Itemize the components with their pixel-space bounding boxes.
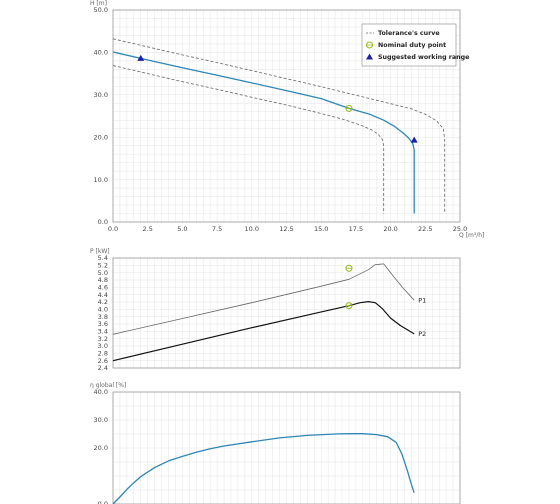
x-tick-label: 0.0 [108,225,118,233]
power-curve-p2 [112,301,415,362]
x-tick-label: 25.0 [453,225,467,233]
y-tick-label: 3.6 [98,320,108,328]
y-tick-label: 50.0 [94,6,108,14]
y-tick-label: 2.4 [98,364,108,372]
legend-range-swatch [366,53,373,60]
x-axis-label: Q [m³/h] [459,232,484,239]
y-tick-label: 40.0 [94,388,108,396]
x-tick-label: 2.5 [143,225,153,233]
power-curve-p1 [112,263,415,335]
x-tick-label: 15.0 [314,225,328,233]
x-tick-label: 12.5 [279,225,293,233]
working-range-marker [137,54,145,61]
x-tick-label: 22.5 [418,225,432,233]
y-tick-label: 40.0 [94,49,108,57]
y-axis-label: H [m] [90,0,107,7]
y-tick-label: 4.8 [98,276,108,284]
y-tick-label: 4.6 [98,284,108,292]
y-tick-label: 20.0 [94,444,108,452]
x-tick-label: 17.5 [349,225,363,233]
y-tick-label: 2.8 [98,350,108,358]
tolerance-curve [112,38,446,214]
y-tick-label: 4.4 [98,291,108,299]
y-tick-label: 0.0 [98,500,108,504]
plot-frame [112,9,461,223]
y-tick-label: 3.0 [98,342,108,350]
y-tick-label: 4.2 [98,298,108,306]
y-tick-label: 3.4 [98,328,108,336]
y-tick-label: 5.2 [98,262,108,270]
y-tick-label: 3.2 [98,335,108,343]
x-tick-label: 10.0 [245,225,259,233]
x-tick-label: 5.0 [177,225,187,233]
legend-tolerance-label: Tolerance's curve [378,30,440,37]
head-curve [112,51,415,214]
y-tick-label: 3.8 [98,313,108,321]
x-tick-label: 7.5 [212,225,222,233]
y-tick-label: 30.0 [94,91,108,99]
series-label-p1: P1 [418,296,426,304]
x-tick-label: 20.0 [383,225,397,233]
y-tick-label: 10.0 [94,176,108,184]
y-tick-label: 20.0 [94,133,108,141]
legend: Tolerance's curve Nominal duty point Sug… [361,23,469,67]
y-axis-label: η global [%] [90,382,126,389]
y-tick-label: 30.0 [94,416,108,424]
series-label-p2: P2 [418,330,426,338]
y-axis-label: P [kW] [90,248,110,255]
plot-frame [112,257,461,369]
legend-range-label: Suggested working range [378,54,469,61]
working-range-marker [410,136,418,143]
y-tick-label: 5.0 [98,269,108,277]
legend-duty-label: Nominal duty point [378,42,446,49]
tolerance-curve [112,65,385,214]
plot-frame [112,391,461,504]
y-tick-label: 2.6 [98,357,108,365]
legend-box [361,23,457,67]
efficiency-curve [112,433,415,504]
y-tick-label: 4.0 [98,306,108,314]
y-tick-label: 5.4 [98,254,108,262]
y-tick-label: 0.0 [98,218,108,226]
